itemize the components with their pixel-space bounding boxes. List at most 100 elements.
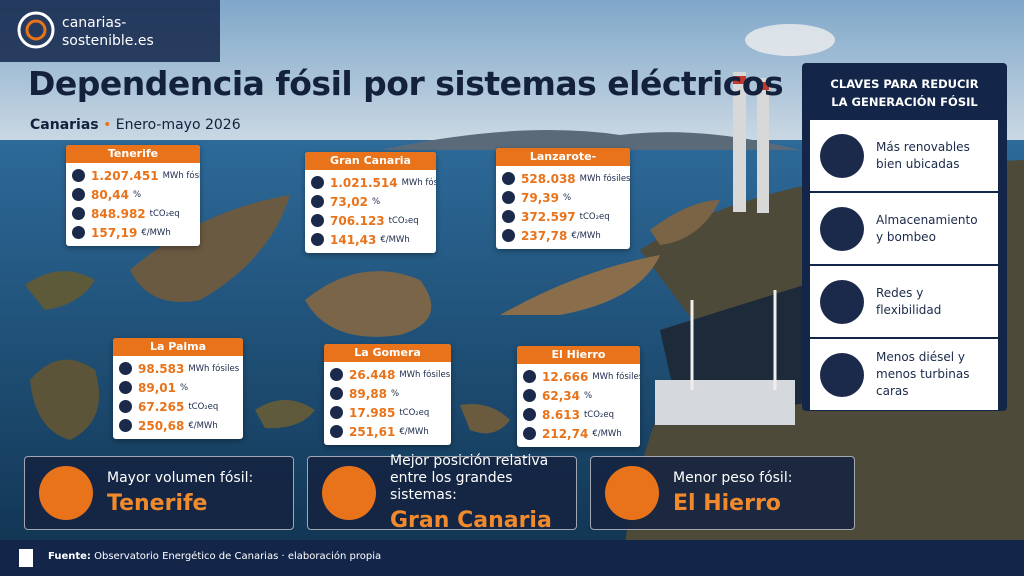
stat-icon bbox=[119, 419, 132, 432]
stat-unit: €/MWh bbox=[571, 230, 601, 241]
island-name: La Gomera bbox=[324, 344, 451, 362]
highlight-label: Mayor volumen fósil: bbox=[107, 470, 254, 486]
stat-unit: MWh fósiles bbox=[592, 371, 640, 382]
stat-unit: €/MWh bbox=[380, 234, 410, 245]
island-card: La Gomera 26.448 MWh fósiles 89,88% 17.985 tC… bbox=[324, 344, 451, 445]
key-line: y bombeo bbox=[876, 229, 936, 244]
stat-value: 528.038 bbox=[521, 171, 576, 186]
key-line: Más renovables bbox=[876, 139, 970, 154]
stat-value: 8.613 bbox=[542, 407, 580, 422]
stat-icon bbox=[311, 233, 324, 246]
stat-row: 250,68 €/MWh bbox=[113, 416, 243, 435]
region: Canarias bbox=[30, 117, 99, 133]
stat-row: 67.265 tCO₂eq bbox=[113, 397, 243, 416]
key-text: Redes y flexibilidad bbox=[876, 285, 941, 319]
key-item: Menos diésel y menos turbinas caras bbox=[810, 339, 998, 410]
key-item: Redes y flexibilidad bbox=[810, 266, 998, 337]
stat-value: 212,74 bbox=[542, 426, 589, 441]
stat-value: 62,34 bbox=[542, 388, 580, 403]
stat-icon bbox=[119, 381, 132, 394]
stat-unit: % bbox=[562, 192, 572, 203]
stat-icon bbox=[502, 172, 515, 185]
separator: • bbox=[103, 117, 112, 133]
stat-value: 141,43 bbox=[330, 232, 377, 247]
stat-icon bbox=[119, 400, 132, 413]
stat-icon bbox=[119, 362, 132, 375]
stat-unit: % bbox=[371, 196, 381, 207]
keys-panel: CLAVES PARA REDUCIR LA GENERACIÓN FÓSIL … bbox=[802, 63, 1007, 411]
stat-icon bbox=[330, 368, 343, 381]
stat-icon bbox=[523, 370, 536, 383]
stat-row: 528.038 MWh fósiles bbox=[496, 169, 630, 188]
island-name: Gran Canaria bbox=[305, 152, 436, 170]
stat-row: 212,74 €/MWh bbox=[517, 424, 640, 443]
stat-unit: MWh fósiles bbox=[399, 369, 451, 380]
stat-icon bbox=[72, 207, 85, 220]
highlight: Mayor volumen fósil: Tenerife bbox=[24, 456, 294, 530]
stat-value: 1.021.514 bbox=[330, 175, 398, 190]
source: Observatorio Energético de Canarias · el… bbox=[94, 551, 382, 562]
stat-unit: tCO₂eq bbox=[388, 215, 419, 226]
stat-unit: MWh fósiles bbox=[188, 363, 240, 374]
stat-unit: MWh fósiles bbox=[401, 177, 436, 188]
key-line: Redes y bbox=[876, 285, 924, 300]
stat-value: 157,19 bbox=[91, 225, 138, 240]
stat-value: 12.666 bbox=[542, 369, 589, 384]
stat-icon bbox=[330, 406, 343, 419]
stats: 98.583 MWh fósiles 89,01% 67.265 tCO₂eq 250,6… bbox=[113, 356, 243, 439]
stat-unit: MWh fósiles bbox=[579, 173, 630, 184]
stat-row: 157,19 €/MWh bbox=[66, 223, 200, 242]
highlight-value: Tenerife bbox=[107, 491, 208, 516]
stat-value: 26.448 bbox=[349, 367, 396, 382]
highlight-label: Menor peso fósil: bbox=[673, 470, 793, 486]
island-name: Lanzarote-Fuerteventura bbox=[496, 148, 630, 181]
stat-icon bbox=[72, 169, 85, 182]
stat-icon bbox=[330, 425, 343, 438]
stat-icon bbox=[72, 188, 85, 201]
key-item: Almacenamiento y bombeo bbox=[810, 193, 998, 264]
stat-icon bbox=[311, 214, 324, 227]
stat-icon bbox=[330, 387, 343, 400]
key-line: Almacenamiento bbox=[876, 212, 978, 227]
stat-icon bbox=[311, 195, 324, 208]
stat-row: 62,34% bbox=[517, 386, 640, 405]
stat-unit: tCO₂eq bbox=[583, 409, 614, 420]
stat-unit: % bbox=[132, 189, 142, 200]
island-name: Tenerife bbox=[66, 145, 200, 163]
stat-value: 89,88 bbox=[349, 386, 387, 401]
period: Enero-mayo 2026 bbox=[115, 117, 241, 133]
stat-row: 251,61 €/MWh bbox=[324, 422, 451, 441]
stat-value: 80,44 bbox=[91, 187, 129, 202]
key-text: Almacenamiento y bombeo bbox=[876, 212, 978, 246]
highlight-value: El Hierro bbox=[673, 491, 781, 516]
stat-icon bbox=[523, 408, 536, 421]
island-card: La Palma 98.583 MWh fósiles 89,01% 67.265 tCO… bbox=[113, 338, 243, 439]
stat-value: 79,39 bbox=[521, 190, 559, 205]
highlight: Menor peso fósil: El Hierro bbox=[590, 456, 855, 530]
highlight: Mejor posición relativa entre los grandes… bbox=[307, 453, 577, 533]
stat-value: 706.123 bbox=[330, 213, 385, 228]
stats: 528.038 MWh fósiles 79,39% 372.597 tCO₂eq 237… bbox=[496, 166, 630, 249]
stat-value: 372.597 bbox=[521, 209, 576, 224]
stat-value: 237,78 bbox=[521, 228, 568, 243]
stat-row: 79,39% bbox=[496, 188, 630, 207]
highlight-text: Mejor posición relativa entre los grandes… bbox=[390, 453, 576, 533]
stat-icon bbox=[523, 427, 536, 440]
stat-icon bbox=[502, 210, 515, 223]
stat-row: 98.583 MWh fósiles bbox=[113, 359, 243, 378]
stat-value: 1.207.451 bbox=[91, 168, 159, 183]
key-text: Menos diésel y menos turbinas caras bbox=[876, 349, 998, 400]
stat-row: 80,44% bbox=[66, 185, 200, 204]
highlight-text: Menor peso fósil: El Hierro bbox=[673, 470, 792, 516]
stat-unit: tCO₂eq bbox=[149, 208, 180, 219]
stat-value: 250,68 bbox=[138, 418, 185, 433]
logo-text: sostenible.es bbox=[62, 33, 154, 49]
stat-value: 17.985 bbox=[349, 405, 396, 420]
island-card: Lanzarote-Fuerteventura 528.038 MWh fósile… bbox=[496, 148, 630, 249]
stat-row: 372.597 tCO₂eq bbox=[496, 207, 630, 226]
stat-unit: tCO₂eq bbox=[579, 211, 610, 222]
